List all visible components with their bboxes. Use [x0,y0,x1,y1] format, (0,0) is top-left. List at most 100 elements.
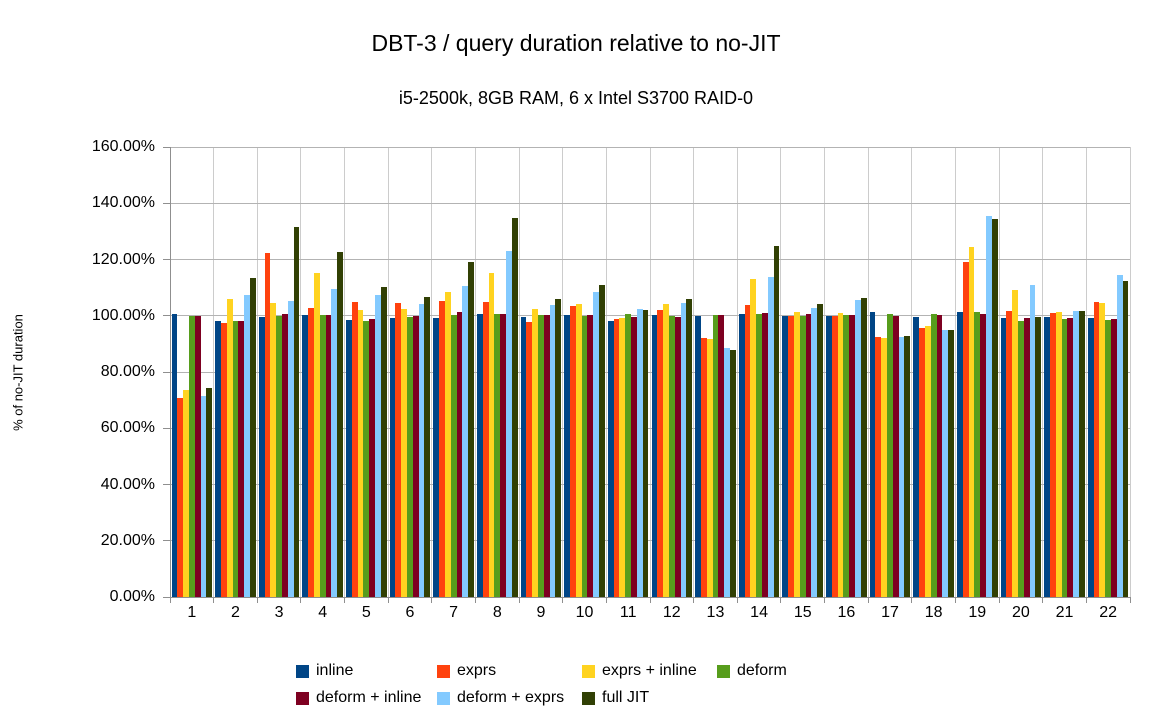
bar-inline-q9 [520,316,527,597]
bar-inline-q6 [389,318,396,597]
legend-swatch-icon [582,691,595,705]
bar-full-JIT-q18 [948,329,954,597]
x-axis-tick [387,597,389,603]
h-gridline [170,371,1130,373]
bar-deform-plus-exprs-q6 [418,303,425,597]
bar-deform-plus-inline-q1 [194,316,201,597]
bar-deform-q10 [581,316,588,597]
y-axis-line [170,147,171,597]
bar-deform-q6 [407,317,413,597]
bar-deform-plus-inline-q16 [849,314,856,597]
bar-group-18 [912,147,956,597]
bar-inline-q20 [1000,317,1007,597]
y-axis-tick [163,371,170,373]
bar-exprs-plus-inline-q14 [750,278,757,597]
x-axis-tick [344,597,346,603]
bar-exprs-plus-inline-q12 [663,303,669,597]
bar-exprs-plus-inline-q17 [881,338,888,597]
y-tick-label: 40.00% [100,475,155,493]
bar-deform-q8 [494,314,501,597]
x-tick-label: 13 [706,604,725,621]
bar-group-21 [1043,147,1087,597]
bar-deform-plus-exprs-q3 [287,301,294,597]
h-gridline [170,202,1130,204]
bar-group-4 [301,147,345,597]
bar-inline-q14 [738,314,745,597]
legend-swatch-icon [437,664,450,678]
bar-exprs-q3 [264,252,271,597]
h-gridline [170,427,1130,429]
y-axis-title: % of no-JIT duration [10,314,26,431]
bar-exprs-plus-inline-q9 [532,309,538,597]
bar-exprs-q13 [700,338,707,597]
bar-exprs-q6 [395,303,402,597]
y-axis-tick [163,427,170,429]
x-axis-tick [213,597,215,603]
x-tick-label: 20 [1012,604,1030,621]
bar-deform-plus-exprs-q17 [898,337,905,597]
bar-inline-q10 [564,314,571,597]
bar-full-JIT-q20 [1035,316,1042,597]
legend-item-exprs: exprs [437,662,496,680]
bar-deform-q1 [188,316,195,597]
x-tick-label: 5 [361,604,371,621]
bar-exprs-q18 [919,327,925,597]
bar-deform-q13 [712,315,719,597]
bar-group-12 [650,147,694,597]
bar-deform-plus-inline-q20 [1023,318,1030,597]
bar-deform-q4 [319,315,326,597]
bar-full-JIT-q2 [249,278,256,597]
bar-full-JIT-q1 [206,388,213,597]
bar-group-7 [432,147,476,597]
bar-full-JIT-q13 [729,350,736,597]
chart-title: DBT-3 / query duration relative to no-JI… [371,30,781,56]
h-gridline [170,484,1130,485]
bar-deform-plus-inline-q8 [500,314,506,597]
bar-full-JIT-q22 [1122,280,1129,597]
bar-exprs-q12 [657,310,664,597]
x-axis-tick [693,597,695,603]
y-axis-tick [163,202,170,204]
bar-full-JIT-q12 [686,298,693,597]
bar-exprs-q4 [308,307,315,597]
legend-item-full-JIT: full JIT [582,689,649,707]
bar-exprs-q9 [526,321,533,597]
x-tick-label: 15 [793,604,812,621]
bar-group-5 [345,147,389,597]
bar-full-JIT-q16 [860,298,867,597]
bar-full-JIT-q4 [337,251,343,597]
bar-deform-plus-inline-q17 [892,316,899,597]
x-tick-label: 10 [575,604,594,621]
y-tick-label: 100.00% [91,306,155,324]
bar-exprs-plus-inline-q11 [619,318,626,597]
x-axis-tick [1129,597,1131,603]
bar-deform-q5 [363,321,370,597]
y-axis-tick [163,259,170,260]
bar-group-11 [606,147,650,597]
bar-exprs-plus-inline-q18 [924,325,931,597]
x-axis-tick [867,597,869,603]
bar-inline-q12 [651,314,658,597]
x-tick-label: 3 [274,604,284,621]
bar-exprs-plus-inline-q16 [837,313,844,597]
x-tick-label: 8 [492,604,502,621]
h-gridline [170,315,1130,317]
y-axis-tick [163,596,170,598]
bar-full-JIT-q3 [293,226,300,597]
legend-swatch-icon [296,691,309,705]
bar-exprs-plus-inline-q10 [575,304,582,597]
bar-deform-plus-inline-q2 [238,321,245,597]
bar-full-JIT-q17 [904,336,911,597]
x-tick-label: 21 [1055,604,1074,621]
x-axis-tick [1042,597,1044,603]
bar-exprs-q15 [788,315,795,597]
bar-exprs-q1 [177,398,184,597]
v-gridline [1129,147,1131,597]
bar-group-16 [825,147,869,597]
bar-inline-q17 [869,312,876,597]
legend-label: exprs [457,662,497,679]
bar-deform-plus-exprs-q21 [1073,310,1080,597]
bar-group-22 [1086,147,1130,597]
x-tick-label: 2 [231,604,240,621]
